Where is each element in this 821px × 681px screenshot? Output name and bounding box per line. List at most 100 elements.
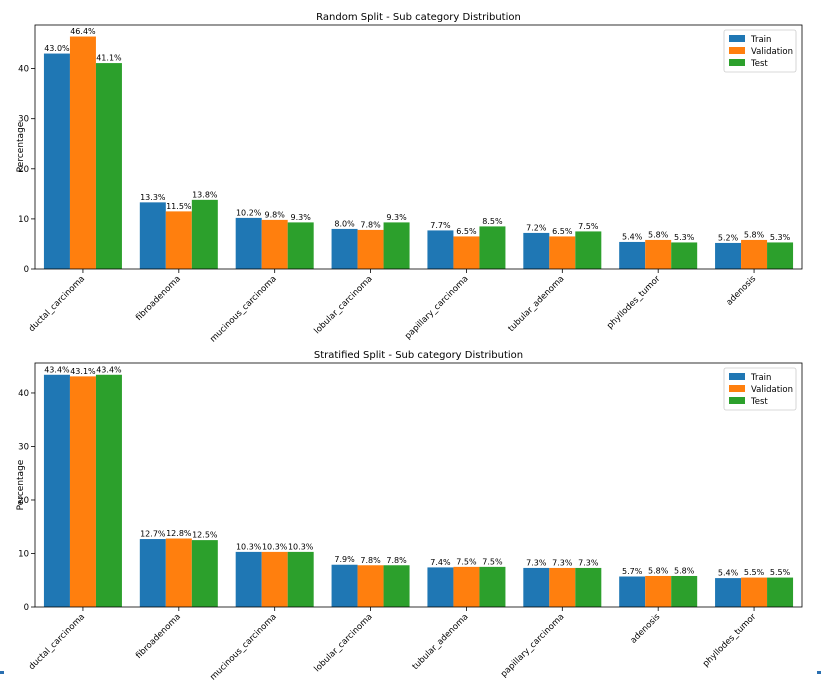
data-label: 7.8%: [360, 220, 381, 229]
x-tick-label-fibroadenoma: fibroadenoma: [134, 612, 183, 661]
bar-validation-tubular-adenoma: [549, 236, 576, 269]
bar-test-tubular-adenoma: [479, 566, 506, 607]
legend-label-train: Train: [750, 35, 771, 45]
x-tick-label-lobular-carcinoma: lobular_carcinoma: [312, 274, 374, 336]
data-label: 9.3%: [386, 213, 407, 222]
stratified-split-chart: Stratified Split - Sub category Distribu…: [16, 350, 803, 681]
data-label: 7.5%: [482, 557, 503, 566]
data-label: 43.4%: [44, 365, 70, 374]
bar-train-adenosis: [619, 576, 646, 607]
y-tick-label: 30: [18, 442, 29, 452]
data-label: 10.3%: [262, 542, 288, 551]
bar-train-lobular-carcinoma: [331, 564, 358, 607]
data-label: 7.5%: [456, 557, 477, 566]
bar-test-fibroadenoma: [191, 540, 218, 607]
chart-title: Stratified Split - Sub category Distribu…: [314, 350, 523, 361]
legend-label-validation: Validation: [751, 47, 793, 57]
bar-validation-lobular-carcinoma: [357, 229, 384, 269]
x-tick-label-ductal-carcinoma: ductal_carcinoma: [27, 274, 87, 334]
bar-validation-ductal-carcinoma: [69, 36, 96, 269]
data-label: 7.3%: [552, 558, 573, 567]
data-label: 13.3%: [140, 193, 166, 202]
x-tick-label-adenosis: adenosis: [629, 612, 663, 646]
bar-train-adenosis: [715, 242, 742, 269]
y-tick-label: 40: [18, 65, 29, 75]
bar-train-ductal-carcinoma: [43, 374, 70, 607]
bar-test-papillary-carcinoma: [575, 567, 602, 607]
bar-test-phyllodes-tumor: [767, 577, 794, 607]
data-label: 9.3%: [291, 213, 312, 222]
data-label: 7.3%: [526, 558, 547, 567]
x-tick-label-tubular-adenoma: tubular_adenoma: [507, 274, 567, 334]
bar-train-tubular-adenoma: [427, 567, 454, 607]
bar-test-adenosis: [767, 242, 794, 269]
chart-title: Random Split - Sub category Distribution: [316, 12, 521, 23]
data-label: 7.7%: [430, 221, 451, 230]
data-label: 5.4%: [718, 569, 739, 578]
y-tick-label: 30: [18, 115, 29, 125]
y-tick-label: 0: [24, 265, 29, 275]
data-label: 10.3%: [288, 542, 314, 551]
bar-test-adenosis: [671, 575, 698, 607]
data-label: 41.1%: [96, 54, 122, 63]
data-label: 5.3%: [674, 233, 695, 242]
bar-train-fibroadenoma: [139, 202, 166, 269]
data-label: 5.8%: [674, 566, 695, 575]
y-tick-label: 10: [18, 549, 29, 559]
data-label: 5.3%: [770, 233, 791, 242]
x-tick-label-tubular-adenoma: tubular_adenoma: [411, 612, 471, 672]
bar-train-papillary-carcinoma: [523, 567, 550, 607]
x-tick-label-mucinous-carcinoma: mucinous_carcinoma: [208, 612, 278, 681]
legend-swatch-validation: [729, 385, 745, 392]
random-split-chart: Random Split - Sub category Distribution…: [16, 12, 803, 345]
data-label: 10.3%: [236, 542, 262, 551]
bar-test-papillary-carcinoma: [479, 226, 506, 269]
data-label: 5.5%: [770, 568, 791, 577]
bar-validation-adenosis: [741, 239, 768, 269]
bar-validation-ductal-carcinoma: [69, 376, 96, 607]
bar-test-mucinous-carcinoma: [287, 222, 314, 269]
bar-validation-lobular-carcinoma: [357, 565, 384, 607]
legend-label-validation: Validation: [751, 385, 793, 395]
bar-validation-papillary-carcinoma: [549, 567, 576, 607]
bar-validation-adenosis: [645, 575, 672, 607]
data-label: 7.8%: [386, 556, 407, 565]
x-tick-label-papillary-carcinoma: papillary_carcinoma: [403, 274, 470, 341]
data-label: 8.5%: [482, 217, 503, 226]
legend-swatch-validation: [729, 47, 745, 54]
plot-area-frame: [34, 362, 803, 608]
data-label: 43.1%: [70, 367, 96, 376]
legend-swatch-train: [729, 373, 745, 380]
data-label: 11.5%: [166, 202, 192, 211]
data-label: 5.8%: [744, 230, 765, 239]
bar-test-ductal-carcinoma: [95, 63, 122, 269]
y-tick-label: 10: [18, 215, 29, 225]
x-tick-label-ductal-carcinoma: ductal_carcinoma: [27, 612, 87, 672]
bar-test-mucinous-carcinoma: [287, 551, 314, 607]
y-tick-label: 40: [18, 389, 29, 399]
data-label: 7.9%: [334, 555, 355, 564]
data-label: 5.8%: [648, 230, 669, 239]
data-label: 5.8%: [648, 566, 669, 575]
data-label: 43.4%: [96, 365, 122, 374]
data-label: 12.5%: [192, 531, 218, 540]
x-tick-label-mucinous-carcinoma: mucinous_carcinoma: [208, 274, 278, 344]
data-label: 5.4%: [622, 232, 643, 241]
bar-validation-fibroadenoma: [165, 538, 192, 607]
data-label: 12.8%: [166, 529, 192, 538]
bar-test-fibroadenoma: [191, 199, 218, 269]
data-label: 6.5%: [552, 227, 573, 236]
data-label: 7.4%: [430, 558, 451, 567]
data-label: 5.5%: [744, 568, 765, 577]
bar-train-lobular-carcinoma: [331, 228, 358, 269]
legend-label-test: Test: [750, 59, 768, 69]
data-label: 13.8%: [192, 190, 218, 199]
corner-marker: [817, 671, 821, 674]
data-label: 9.8%: [265, 210, 286, 219]
data-label: 7.3%: [578, 558, 599, 567]
bar-validation-phyllodes-tumor: [645, 239, 672, 269]
bar-train-mucinous-carcinoma: [235, 551, 262, 607]
data-label: 6.5%: [456, 227, 477, 236]
data-label: 46.4%: [70, 27, 96, 36]
